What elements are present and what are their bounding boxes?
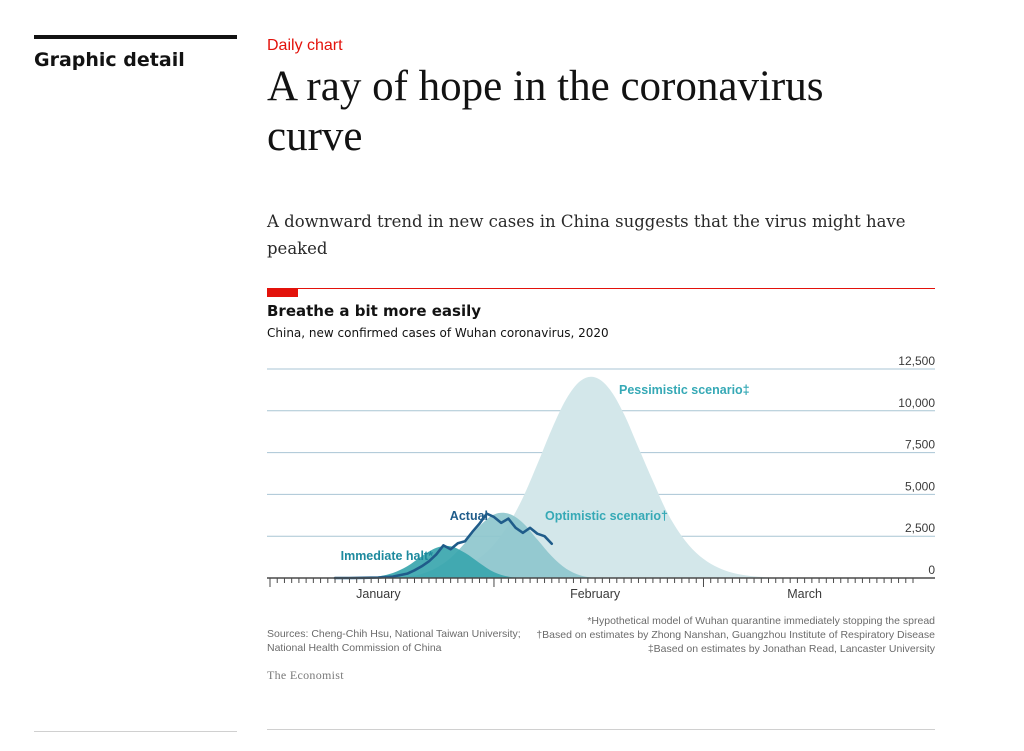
chart-title: Breathe a bit more easily	[267, 302, 481, 320]
bottom-divider	[267, 729, 935, 730]
y-tick-label: 2,500	[905, 521, 935, 535]
pessimistic-label: Pessimistic scenario‡	[619, 383, 750, 397]
x-tick-label: February	[570, 587, 621, 601]
chart-subtitle: China, new confirmed cases of Wuhan coro…	[267, 326, 609, 340]
section-label[interactable]: Graphic detail	[34, 49, 185, 71]
bottom-divider	[34, 731, 237, 732]
y-tick-label: 5,000	[905, 479, 935, 493]
y-tick-label: 7,500	[905, 438, 935, 452]
note-line: †Based on estimates by Zhong Nanshan, Gu…	[536, 629, 935, 641]
chart-notes: *Hypothetical model of Wuhan quarantine …	[536, 614, 935, 656]
article-subhead: A downward trend in new cases in China s…	[267, 212, 906, 258]
y-tick-label: 0	[928, 563, 935, 577]
chart-red-tag	[267, 289, 298, 297]
sources-line: National Health Commission of China	[267, 642, 442, 654]
optimistic-label: Optimistic scenario†	[545, 509, 668, 523]
optimistic-area	[392, 512, 596, 578]
chart-sources: Sources: Cheng-Chih Hsu, National Taiwan…	[267, 627, 521, 655]
actual-line	[333, 512, 554, 580]
article-kicker[interactable]: Daily chart	[267, 37, 343, 54]
immediate-halt-area	[342, 545, 523, 578]
x-tick-label: March	[787, 587, 822, 601]
sources-line: Sources: Cheng-Chih Hsu, National Taiwan…	[267, 628, 521, 640]
x-tick-label: January	[356, 587, 401, 601]
section-rule	[34, 35, 237, 39]
y-tick-label: 10,000	[898, 396, 935, 410]
page-title: A ray of hope in the coronavirus curve	[267, 63, 824, 160]
chart-top-rule	[267, 288, 935, 289]
y-tick-label: 12,500	[898, 354, 935, 368]
note-line: ‡Based on estimates by Jonathan Read, La…	[647, 643, 935, 655]
actual-label: Actual	[450, 509, 488, 523]
note-line: *Hypothetical model of Wuhan quarantine …	[587, 615, 935, 627]
brand-logo: The Economist	[267, 668, 344, 682]
immediate-halt-label: Immediate halt*	[341, 549, 434, 563]
